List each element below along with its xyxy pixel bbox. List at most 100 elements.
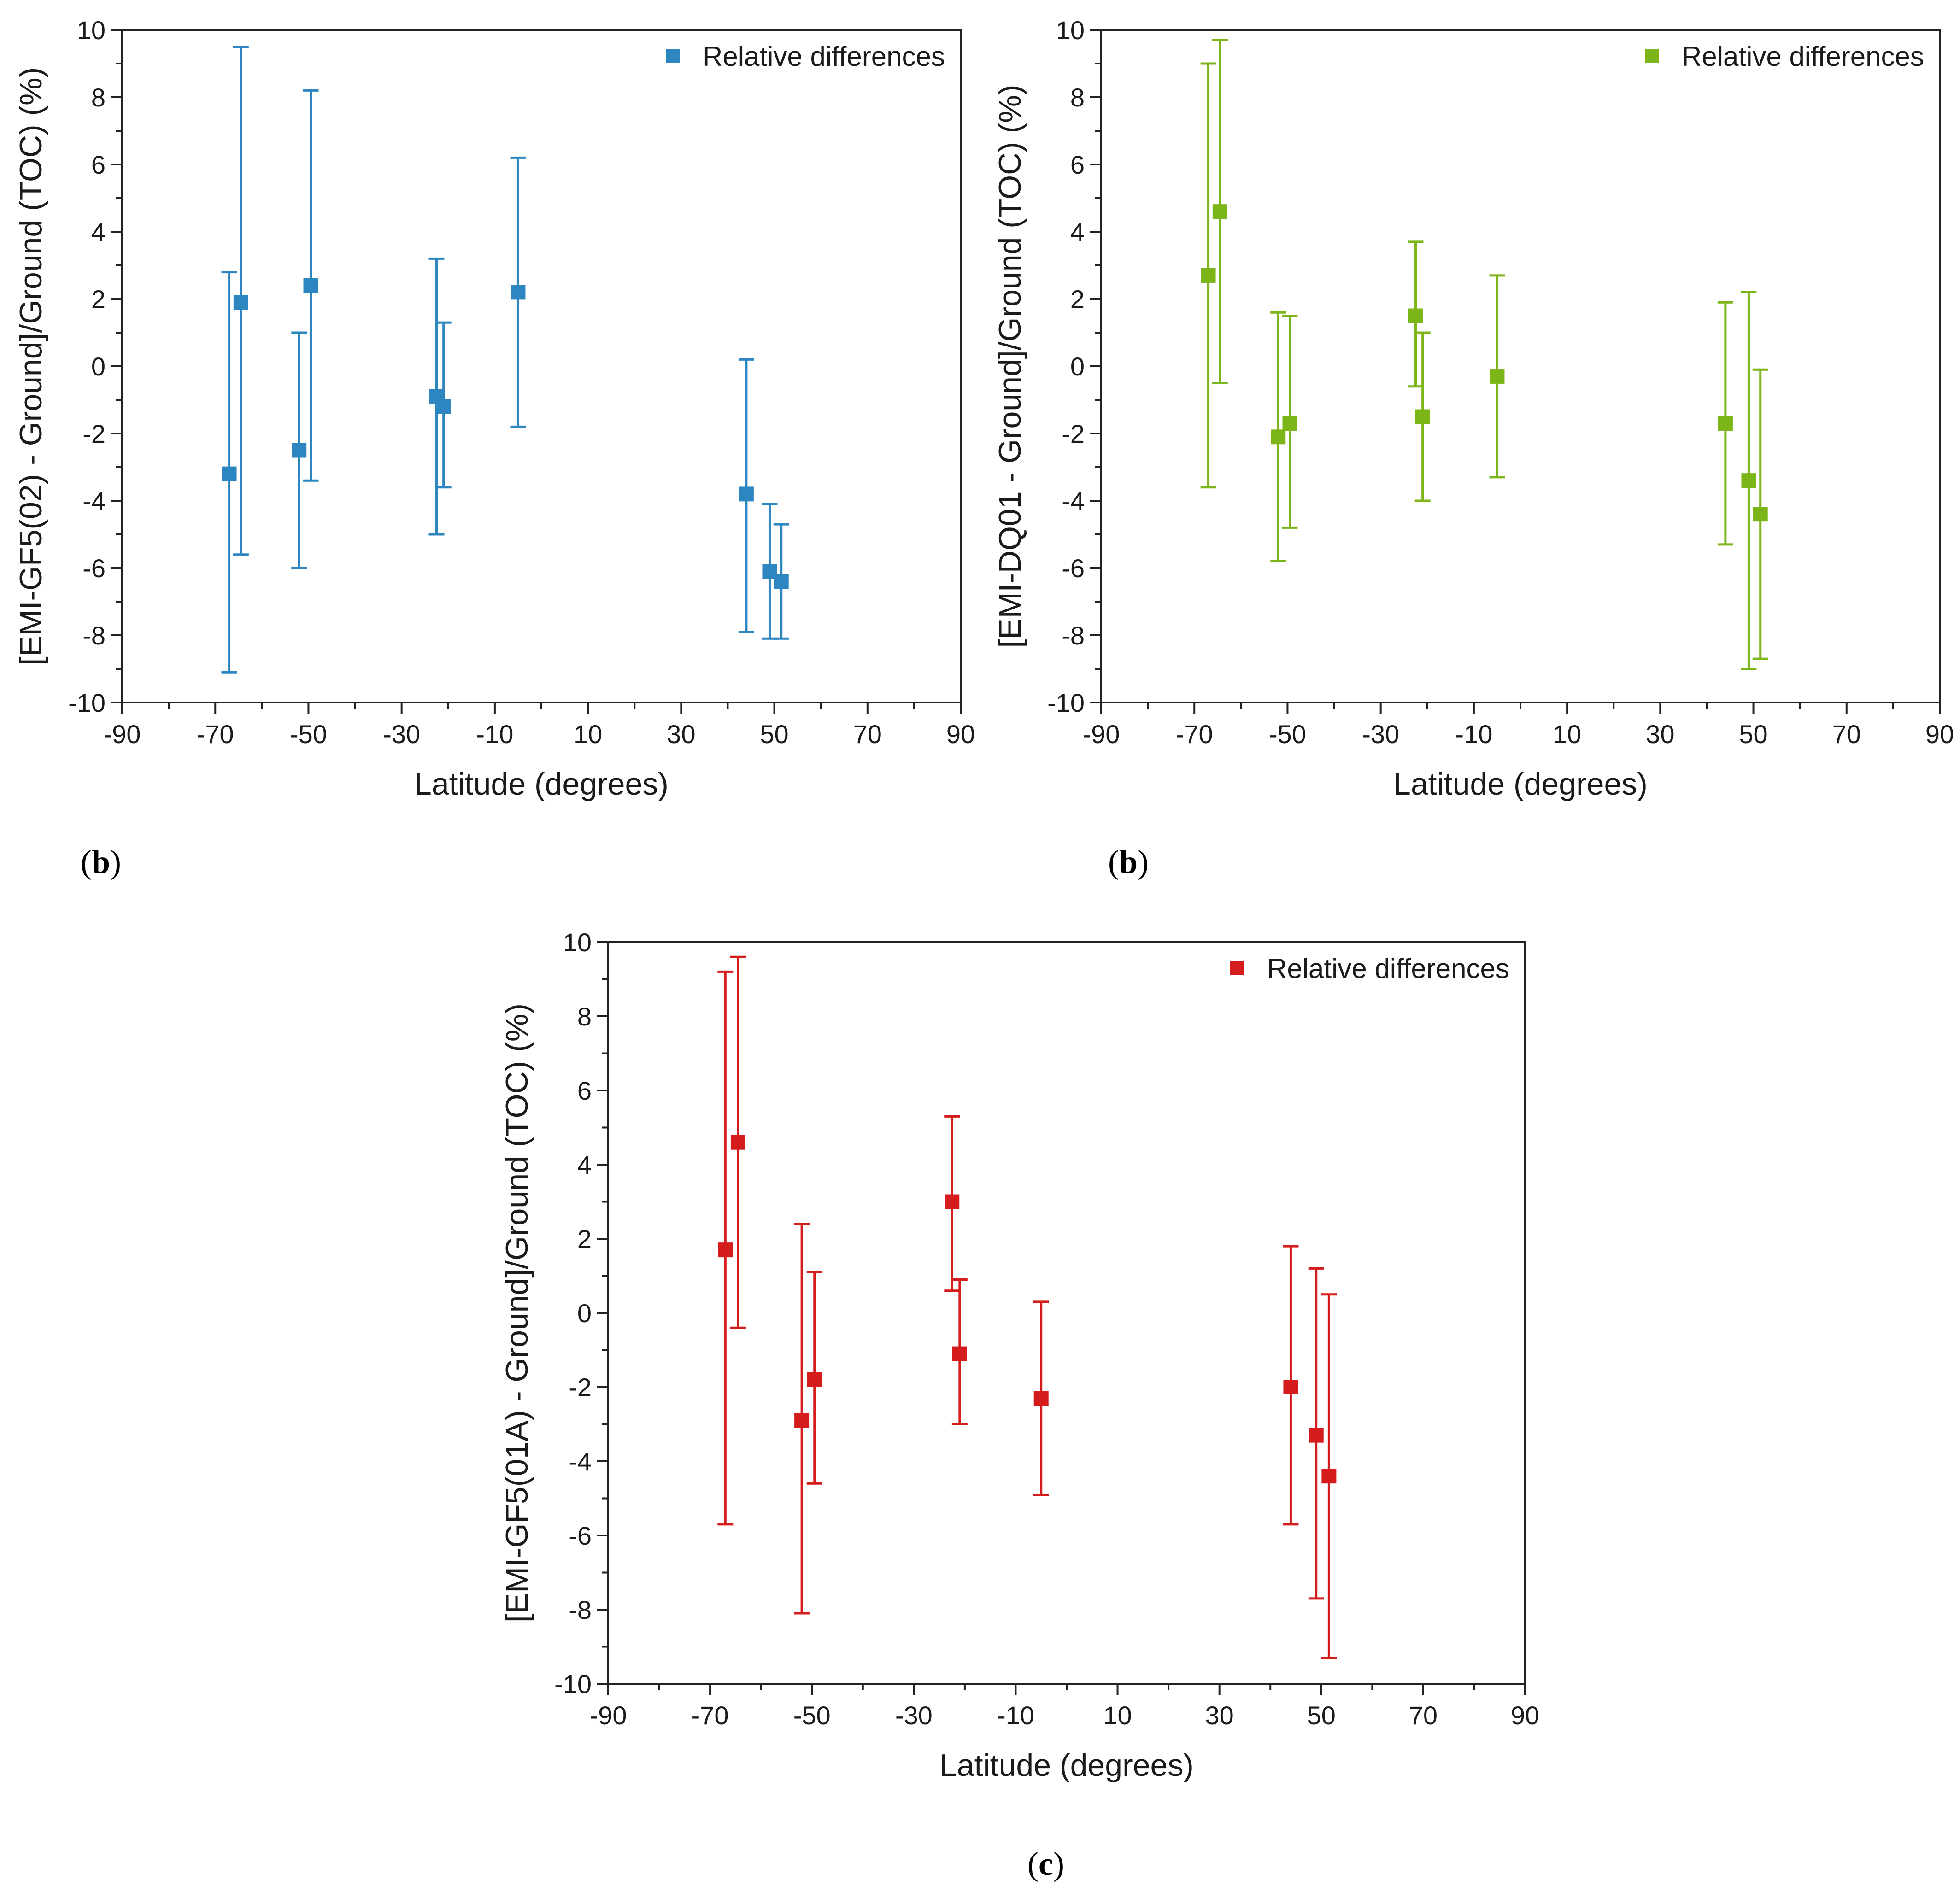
panel-c-x-tick-label: 50 — [1307, 1701, 1336, 1730]
panel-b-x-tick-label: -30 — [1362, 720, 1399, 749]
panel-c: (c) [EMI-GF5(01A) - Ground]/Ground (TOC)… — [499, 928, 1539, 1882]
panel-c-x-tick-label: -70 — [692, 1701, 729, 1730]
panel-a-x-tick-label: -50 — [290, 720, 327, 749]
panel-a-x-axis-label: Latitude (degrees) — [414, 767, 669, 802]
panel-a-y-axis-label: [EMI-GF5(02) - Ground]/Ground (TOC) (%) — [13, 67, 48, 666]
panel-b-data-point — [1490, 369, 1505, 384]
panel-b-x-tick-label: 50 — [1739, 720, 1767, 749]
panel-a-y-tick-label: 4 — [91, 217, 106, 246]
panel-c-x-axis-label: Latitude (degrees) — [939, 1748, 1194, 1783]
panel-a-data-point — [292, 443, 307, 458]
panel-b-y-tick-label: 4 — [1070, 217, 1085, 246]
panel-a-legend-label: Relative differences — [703, 41, 945, 72]
panel-a-x-tick-label: 30 — [667, 720, 695, 749]
panel-a-y-tick-label: 2 — [91, 285, 106, 314]
panel-a-legend: Relative differences — [666, 41, 945, 72]
panel-a-data-point — [233, 295, 248, 310]
panel-b-data-point — [1408, 308, 1423, 323]
panel-b-x-tick-label: -90 — [1083, 720, 1120, 749]
panel-a-x-tick-label: -90 — [104, 720, 141, 749]
panel-a-y-tick-label: -6 — [82, 554, 106, 583]
panel-b-x-tick-label: -50 — [1269, 720, 1306, 749]
panel-b-data-point — [1741, 473, 1756, 488]
panel-c-data-point — [1283, 1380, 1298, 1394]
panel-b-x-tick-label: -10 — [1455, 720, 1492, 749]
panel-b-legend-label: Relative differences — [1682, 41, 1924, 72]
panel-c-data-point — [945, 1194, 960, 1209]
panel-b-data-point — [1212, 204, 1227, 219]
panel-a-data-point — [739, 486, 754, 502]
panel-a-y-tick-label: 6 — [91, 150, 106, 179]
panel-b-plot-area: -90 -70 -50 -30 -10 10 30 50 70 90 -10 -8 -6 -4 -2 0 2 4 6… — [1047, 16, 1954, 749]
panel-c-x-tick-label: -90 — [590, 1701, 627, 1730]
panel-a-y-tick-label: -4 — [82, 486, 106, 515]
panel-c-plot-area: -90 -70 -50 -30 -10 10 30 50 70 90 -10 -8 -6 -4 -2 0 2 4 6… — [554, 928, 1539, 1730]
panel-b-y-tick-label: -6 — [1062, 554, 1085, 583]
panel-b-legend: Relative differences — [1645, 41, 1924, 72]
panel-c-x-tick-label: 10 — [1103, 1701, 1132, 1730]
panel-c-legend: Relative differences — [1230, 953, 1509, 984]
panel-a-y-tick-label: 10 — [77, 16, 106, 45]
panel-c-data-point — [730, 1135, 745, 1150]
panel-b-data-point — [1282, 416, 1297, 431]
panel-b-y-tick-label: -8 — [1062, 621, 1085, 650]
panel-b-y-axis-label: [EMI-DQ01 - Ground]/Ground (TOC) (%) — [992, 84, 1027, 648]
panel-a-legend-marker — [666, 49, 680, 63]
panel-c-data-point — [807, 1372, 822, 1387]
panel-c-y-tick-label: -2 — [569, 1373, 592, 1402]
panel-a-y-tick-label: -10 — [68, 688, 106, 717]
panel-c-y-tick-label: -8 — [569, 1595, 592, 1624]
panel-c-y-tick-label: -6 — [569, 1521, 592, 1550]
panel-c-y-tick-label: 4 — [577, 1150, 592, 1179]
panel-c-y-tick-label: -10 — [554, 1669, 592, 1699]
panel-b-y-tick-label: -2 — [1062, 419, 1085, 448]
panel-a-x-tick-label: -30 — [383, 720, 420, 749]
panel-b-y-tick-label: 10 — [1056, 16, 1085, 45]
panel-c-legend-label: Relative differences — [1267, 953, 1509, 984]
panel-b-data-point — [1718, 416, 1733, 431]
panel-a: (b) [EMI-GF5(02) - Ground]/Ground (TOC) … — [13, 16, 975, 880]
panel-b-x-tick-label: 70 — [1832, 720, 1861, 749]
panel-b-y-tick-label: 8 — [1070, 83, 1085, 112]
panel-c-x-tick-label: -30 — [895, 1701, 933, 1730]
panel-c-data-point — [718, 1242, 733, 1258]
panel-b-caption: (b) — [1108, 843, 1149, 880]
panel-c-x-tick-label: -50 — [793, 1701, 831, 1730]
panel-a-x-tick-label: -10 — [476, 720, 513, 749]
panel-c-data-point — [1321, 1469, 1337, 1484]
panel-c-data-point — [794, 1413, 810, 1428]
panel-b-y-tick-label: 2 — [1070, 285, 1085, 314]
panel-b-data-point — [1753, 507, 1768, 522]
panel-a-data-point — [436, 399, 451, 414]
panel-c-caption: (c) — [1027, 1845, 1064, 1882]
panel-a-x-tick-label: 90 — [946, 720, 975, 749]
panel-c-data-point — [1033, 1391, 1049, 1406]
panel-b-data-point — [1415, 409, 1430, 424]
panel-a-y-tick-label: 0 — [91, 352, 106, 381]
panel-c-y-tick-label: -4 — [569, 1447, 592, 1476]
panel-b-x-axis-label: Latitude (degrees) — [1393, 767, 1648, 802]
panel-b-x-tick-label: 30 — [1646, 720, 1674, 749]
panel-c-x-tick-label: 70 — [1409, 1701, 1438, 1730]
panel-c-y-axis-label: [EMI-GF5(01A) - Ground]/Ground (TOC) (%) — [499, 1003, 534, 1623]
panel-c-x-tick-label: 90 — [1511, 1701, 1539, 1730]
panel-b-data-point — [1201, 268, 1216, 283]
panel-a-x-tick-label: 50 — [760, 720, 788, 749]
panel-a-data-point — [303, 278, 318, 293]
panel-c-x-tick-label: 30 — [1205, 1701, 1234, 1730]
panel-a-x-tick-label: 10 — [574, 720, 602, 749]
panel-a-y-tick-label: -8 — [82, 621, 106, 650]
panel-c-y-tick-label: 6 — [577, 1076, 592, 1105]
panel-a-x-tick-label: 70 — [853, 720, 882, 749]
panel-c-data-point — [1309, 1428, 1324, 1443]
panel-a-x-tick-label: -70 — [197, 720, 234, 749]
panel-b-y-tick-label: -10 — [1047, 688, 1085, 717]
panel-a-data-point — [774, 574, 789, 589]
panel-b-x-tick-label: 10 — [1553, 720, 1581, 749]
panel-b-y-tick-label: 0 — [1070, 352, 1085, 381]
panel-a-plot-area: -90 -70 -50 -30 -10 10 30 50 70 90 -10 -8 -6 -4 -2 0 2 4 6… — [68, 16, 975, 749]
panel-b-y-tick-label: -4 — [1062, 486, 1085, 515]
panel-a-y-tick-label: 8 — [91, 83, 106, 112]
